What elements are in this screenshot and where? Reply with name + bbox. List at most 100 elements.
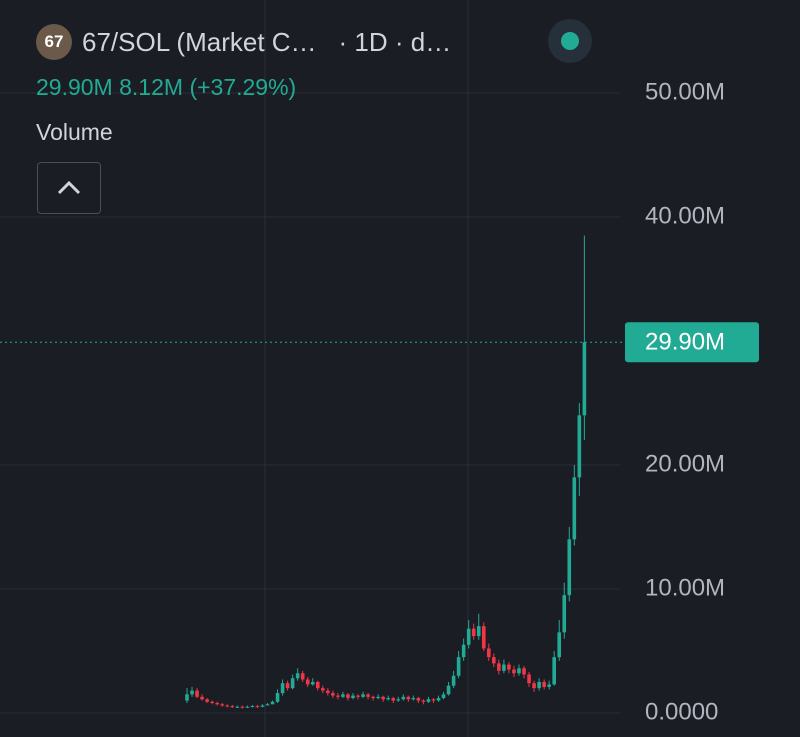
- candle-body: [416, 698, 421, 701]
- candle-body: [366, 694, 370, 697]
- candle-body: [542, 681, 546, 687]
- candle-body: [300, 673, 305, 680]
- candle-body: [195, 690, 199, 697]
- candle-body: [321, 688, 325, 691]
- collapse-button[interactable]: [37, 162, 101, 214]
- symbol-title[interactable]: 67/SOL (Market C…: [82, 26, 317, 57]
- status-dot: [561, 32, 579, 50]
- candle-body: [265, 704, 270, 706]
- indicator-label: Volume: [36, 119, 113, 145]
- candle-body: [215, 703, 219, 705]
- candle-body: [295, 673, 300, 679]
- last-price-box: [625, 322, 759, 363]
- y-tick-label: 40.00M: [645, 202, 725, 229]
- candle-body: [572, 477, 577, 540]
- y-tick-label: 10.00M: [645, 574, 725, 601]
- candle-body: [205, 699, 209, 702]
- candle-body: [381, 696, 385, 700]
- candle-body: [331, 693, 335, 696]
- candle-body: [240, 706, 245, 708]
- candle-body: [290, 678, 295, 689]
- candle-body: [285, 683, 290, 689]
- candle-body: [532, 683, 536, 689]
- candle-body: [481, 626, 486, 649]
- candle-body: [386, 698, 390, 700]
- candle-body: [270, 701, 275, 705]
- candle-body: [557, 632, 562, 658]
- candle-body: [341, 694, 345, 697]
- candle-body: [456, 657, 461, 676]
- candle-body: [461, 644, 466, 658]
- y-tick-label: 50.00M: [645, 78, 725, 105]
- interval[interactable]: · 1D · d…: [338, 26, 452, 57]
- chevron-icon: [57, 180, 81, 195]
- candle-body: [522, 668, 526, 675]
- candle-body: [527, 674, 531, 684]
- candle-body: [305, 679, 310, 685]
- status-button[interactable]: [548, 19, 592, 63]
- candle-body: [255, 706, 260, 708]
- candle-body: [315, 681, 320, 689]
- candle-body: [507, 664, 511, 670]
- candle-body: [210, 701, 214, 704]
- candle-body: [431, 699, 436, 701]
- candle-body: [376, 696, 380, 699]
- header-title-row: 67 67/SOL (Market C… · 1D · d…: [36, 24, 451, 60]
- candle-body: [471, 628, 476, 637]
- candle-body: [406, 696, 411, 700]
- candle-body: [512, 669, 516, 674]
- candle-body: [230, 706, 235, 708]
- candle-body: [421, 700, 426, 702]
- candle-body: [441, 694, 446, 699]
- candle-body: [391, 698, 396, 701]
- candle-body: [235, 706, 240, 708]
- candle-body: [502, 664, 506, 671]
- candle-body: [220, 704, 225, 706]
- price: 29.90M: [36, 74, 113, 100]
- price-row: 29.90M 8.12M (+37.29%): [36, 74, 296, 101]
- candle-body: [547, 684, 551, 687]
- candle-body: [250, 706, 255, 708]
- candle-body: [537, 681, 541, 689]
- candle-body: [497, 663, 501, 671]
- candle-body: [567, 539, 572, 596]
- last-price-label: 29.90M: [645, 329, 725, 356]
- candle-body: [351, 695, 355, 699]
- candle-body: [582, 342, 587, 416]
- candle-body: [492, 657, 496, 664]
- candle-body: [200, 696, 204, 700]
- candle-body: [356, 695, 360, 697]
- candle-body: [275, 693, 280, 702]
- candle-body: [466, 628, 471, 645]
- candle-body: [487, 648, 491, 658]
- candle-body: [260, 705, 265, 707]
- candle-body: [336, 695, 340, 697]
- candle-body: [225, 705, 230, 707]
- candle-body: [346, 694, 350, 699]
- candle-body: [517, 668, 521, 674]
- candle-body: [361, 694, 365, 697]
- change-pct: (+37.29%): [189, 74, 297, 100]
- candle-body: [396, 699, 401, 701]
- candle-body: [310, 681, 315, 685]
- candle-body: [552, 657, 556, 685]
- candle-body: [562, 595, 567, 633]
- symbol-icon: 67: [36, 24, 72, 60]
- candle-body: [451, 675, 456, 686]
- candle-body: [371, 696, 375, 699]
- candle-body: [190, 690, 194, 695]
- candle-body: [411, 698, 416, 700]
- candle-body: [446, 685, 451, 695]
- candle-body: [426, 699, 431, 702]
- y-tick-label: 20.00M: [645, 450, 725, 477]
- candle-body: [476, 626, 481, 637]
- candle-body: [326, 690, 330, 694]
- candle-body: [401, 696, 406, 700]
- change: 8.12M: [119, 74, 184, 100]
- y-tick-label: 0.0000: [645, 698, 718, 725]
- candle-body: [577, 415, 582, 478]
- candle-body: [436, 698, 441, 701]
- candle-body: [245, 706, 250, 708]
